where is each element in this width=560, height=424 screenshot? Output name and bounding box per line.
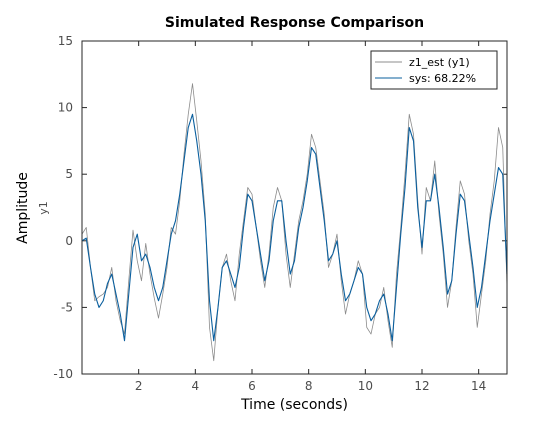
- legend-label-measured: z1_est (y1): [409, 56, 470, 69]
- x-axis-label: Time (seconds): [240, 397, 348, 413]
- legend-label-simulated: sys: 68.22%: [409, 72, 476, 85]
- series-layer: [81, 83, 508, 362]
- plot-frame: [81, 40, 508, 375]
- x-tick-label: 6: [248, 379, 256, 393]
- x-tick-label: 4: [192, 379, 200, 393]
- y-axis-label: Amplitude: [15, 172, 31, 244]
- chart-title: Simulated Response Comparison: [165, 15, 424, 31]
- x-tick-label: 8: [305, 379, 313, 393]
- y-tick-label: -10: [53, 367, 73, 381]
- x-tick-label: 14: [471, 379, 486, 393]
- measured-output-line: [81, 83, 508, 362]
- channel-label: y1: [37, 201, 50, 215]
- y-tick-label: 5: [65, 167, 73, 181]
- plot-area: [82, 41, 507, 374]
- legend: z1_est (y1) sys: 68.22%: [370, 50, 498, 90]
- x-tick-label: 12: [414, 379, 429, 393]
- y-tick-label: 15: [58, 34, 73, 48]
- simulated-output-line: [81, 113, 508, 342]
- y-tick-label: 10: [58, 101, 73, 115]
- x-tick-label: 10: [358, 379, 373, 393]
- y-tick-label: 0: [65, 234, 73, 248]
- legend-box: [370, 50, 498, 90]
- x-tick-label: 2: [135, 379, 143, 393]
- axis-ticks: 2 4 6 8 10 12 14 -10 -5 0 5 10 15: [53, 34, 507, 393]
- y-tick-label: -5: [61, 300, 73, 314]
